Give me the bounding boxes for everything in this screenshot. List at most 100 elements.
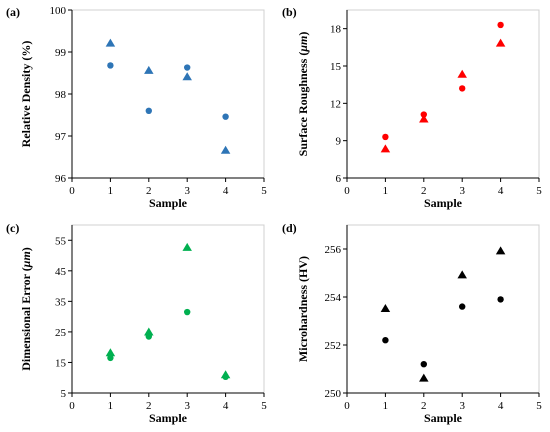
x-tick-label: 4 bbox=[498, 400, 504, 412]
y-tick-label: 55 bbox=[55, 235, 67, 247]
plot-area bbox=[346, 9, 540, 179]
x-tick-label: 2 bbox=[421, 185, 427, 197]
data-point-circle bbox=[184, 308, 191, 316]
data-point-triangle bbox=[144, 327, 154, 336]
plot-area bbox=[71, 9, 265, 179]
y-axis-title-part: μm bbox=[19, 251, 33, 268]
data-point-triangle bbox=[144, 65, 154, 74]
x-axis-title: Sample bbox=[149, 411, 188, 425]
x-tick-label: 5 bbox=[261, 185, 267, 197]
data-point-circle bbox=[107, 62, 114, 69]
data-point-circle bbox=[420, 361, 427, 368]
y-axis-title-part: Dimensional Error ( bbox=[19, 267, 33, 371]
y-axis-title: Microhardness (HV) bbox=[296, 256, 310, 362]
y-tick-label: 9 bbox=[336, 136, 342, 148]
x-axis-title: Sample bbox=[149, 196, 188, 210]
y-axis-title-part: ) bbox=[19, 247, 33, 251]
y-tick-label: 15 bbox=[55, 357, 67, 369]
y-tick-label: 96 bbox=[55, 173, 67, 185]
y-tick-label: 35 bbox=[55, 296, 67, 308]
data-point-triangle bbox=[182, 242, 192, 251]
data-point-circle bbox=[222, 113, 229, 120]
y-tick-label: 254 bbox=[325, 292, 342, 304]
x-axis-title: Sample bbox=[424, 196, 463, 210]
panel-label: (d) bbox=[282, 221, 297, 235]
y-tick-label: 6 bbox=[336, 173, 342, 185]
data-point-triangle bbox=[419, 114, 429, 123]
x-tick-label: 2 bbox=[146, 185, 152, 197]
data-point-triangle bbox=[380, 144, 391, 153]
y-tick-label: 12 bbox=[330, 98, 341, 110]
x-tick-label: 1 bbox=[383, 185, 389, 197]
data-point-triangle bbox=[380, 304, 391, 312]
x-tick-label: 4 bbox=[223, 400, 229, 412]
panel-label: (c) bbox=[6, 221, 19, 235]
x-tick-label: 1 bbox=[108, 185, 114, 197]
x-tick-label: 0 bbox=[69, 400, 75, 412]
y-tick-label: 252 bbox=[325, 340, 342, 352]
y-tick-label: 250 bbox=[325, 388, 342, 400]
x-tick-label: 3 bbox=[184, 400, 190, 412]
y-axis-title: Relative Density (%) bbox=[19, 41, 33, 148]
x-tick-label: 2 bbox=[146, 400, 152, 412]
panel-d: (d) 250 252 254 256 0 1 2 3 4 5 Sample Microhardness… bbox=[282, 221, 542, 425]
data-point-circle bbox=[184, 64, 191, 71]
y-tick-label: 15 bbox=[330, 61, 342, 73]
x-tick-label: 3 bbox=[459, 400, 465, 412]
y-axis-title-part: ) bbox=[296, 32, 310, 36]
data-point-triangle bbox=[182, 72, 192, 81]
data-point-circle bbox=[145, 107, 152, 115]
panel-label: (b) bbox=[282, 5, 297, 19]
y-axis-title-part: μm bbox=[296, 36, 310, 53]
data-point-circle bbox=[382, 337, 389, 344]
plot-area bbox=[346, 224, 540, 394]
y-tick-label: 98 bbox=[55, 89, 67, 101]
x-tick-label: 0 bbox=[344, 400, 350, 412]
data-point-circle bbox=[497, 21, 504, 29]
y-tick-label: 5 bbox=[61, 388, 67, 400]
data-point-circle bbox=[382, 133, 389, 141]
data-point-triangle bbox=[105, 38, 116, 47]
y-tick-label: 25 bbox=[55, 327, 67, 339]
y-tick-label: 100 bbox=[50, 5, 67, 17]
x-tick-label: 0 bbox=[69, 185, 75, 197]
data-point-triangle bbox=[105, 348, 116, 357]
data-point-triangle bbox=[419, 373, 429, 382]
data-point-triangle bbox=[220, 370, 231, 379]
data-point-triangle bbox=[495, 246, 506, 255]
x-tick-label: 1 bbox=[108, 400, 114, 412]
y-axis-title: Dimensional Error (μm) bbox=[19, 247, 33, 371]
data-point-triangle bbox=[457, 270, 467, 279]
x-tick-label: 4 bbox=[223, 185, 229, 197]
y-axis-title-part: Surface Roughness ( bbox=[296, 52, 310, 157]
data-point-circle bbox=[497, 296, 504, 303]
y-tick-label: 97 bbox=[55, 131, 67, 143]
data-point-triangle bbox=[220, 145, 231, 154]
y-tick-label: 256 bbox=[325, 244, 342, 256]
plot-area bbox=[71, 224, 265, 394]
panel-a: (a) 96 97 98 99 100 0 1 2 3 4 5 Sample Relative Densi… bbox=[6, 5, 267, 210]
x-tick-label: 0 bbox=[344, 185, 350, 197]
y-tick-label: 18 bbox=[330, 24, 342, 36]
x-tick-label: 2 bbox=[421, 400, 427, 412]
x-tick-label: 3 bbox=[184, 185, 190, 197]
data-point-triangle bbox=[457, 69, 467, 78]
x-tick-label: 5 bbox=[261, 400, 267, 412]
data-point-circle bbox=[459, 303, 466, 310]
x-tick-label: 5 bbox=[536, 400, 542, 412]
panel-label: (a) bbox=[6, 5, 20, 19]
data-point-triangle bbox=[495, 38, 506, 47]
x-axis-title: Sample bbox=[424, 411, 463, 425]
y-tick-label: 45 bbox=[55, 266, 67, 278]
y-axis-title: Surface Roughness (μm) bbox=[296, 32, 310, 157]
x-tick-label: 4 bbox=[498, 185, 504, 197]
data-point-circle bbox=[459, 85, 466, 92]
y-tick-label: 99 bbox=[55, 47, 67, 59]
x-tick-label: 3 bbox=[459, 185, 465, 197]
x-tick-label: 1 bbox=[383, 400, 389, 412]
x-tick-label: 5 bbox=[536, 185, 542, 197]
